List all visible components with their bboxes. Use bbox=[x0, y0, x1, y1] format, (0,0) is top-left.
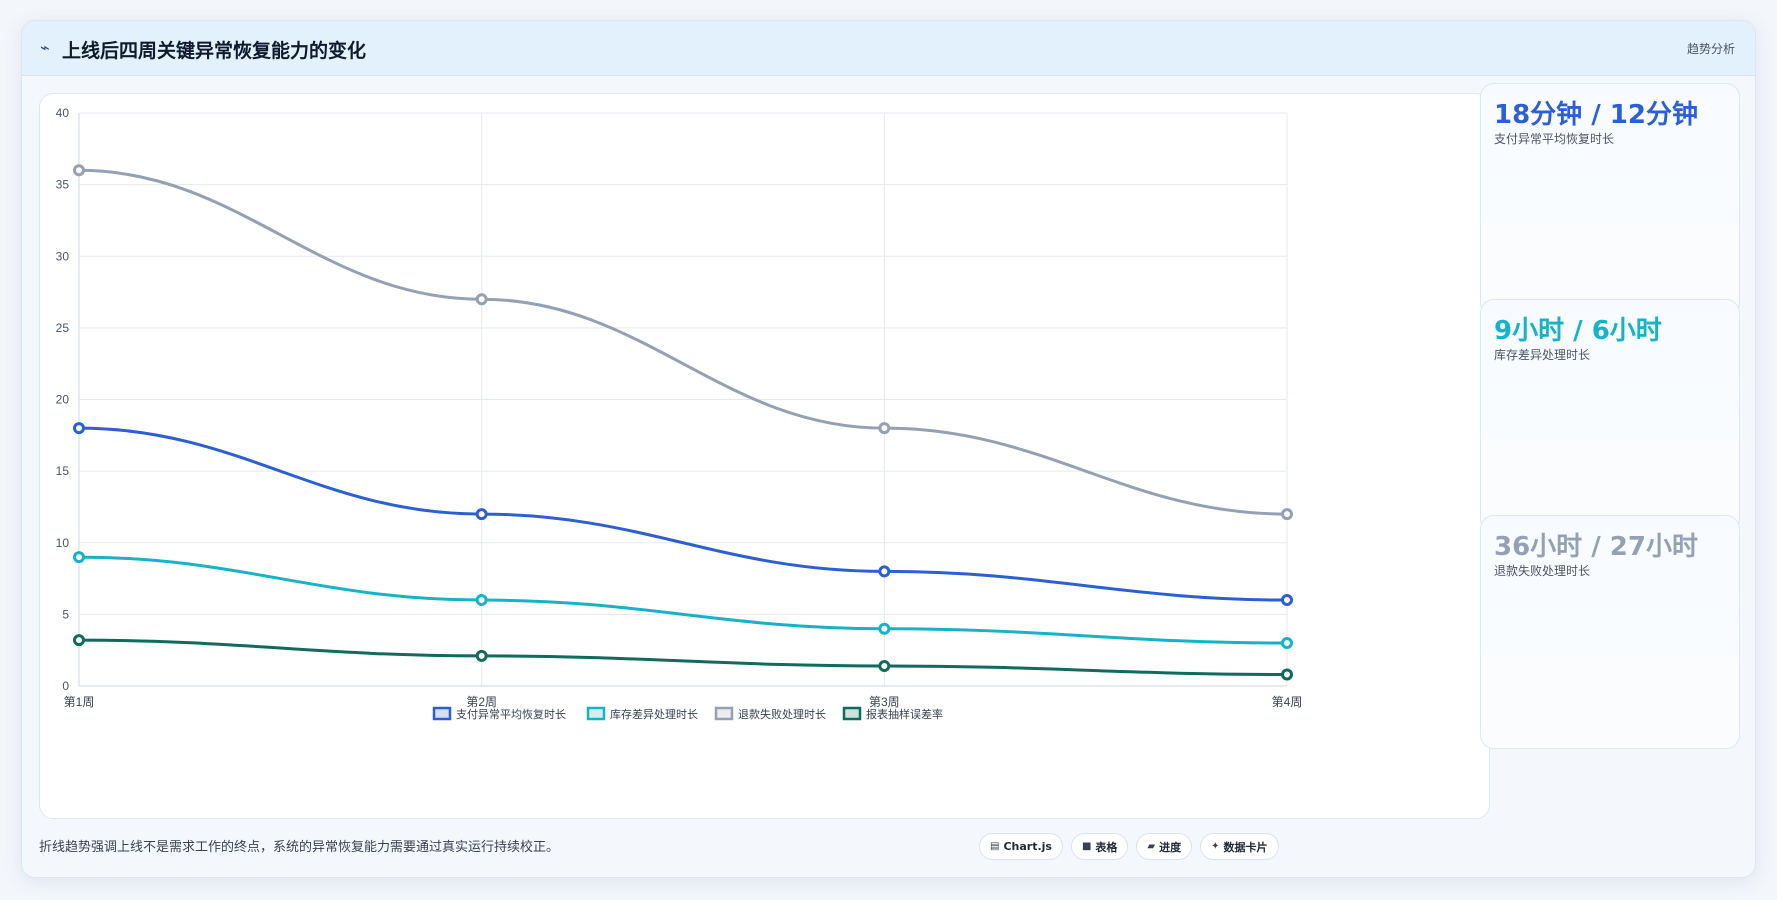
kpi-label: 库存差异处理时长 bbox=[1494, 348, 1591, 362]
chip-data-card[interactable]: ✦ 数据卡片 bbox=[1200, 833, 1279, 860]
kpi-value: 36小时 / 27小时 bbox=[1494, 532, 1698, 562]
y-tick-label: 5 bbox=[62, 607, 69, 621]
progress-icon: ▰ bbox=[1147, 841, 1156, 852]
data-point bbox=[475, 293, 488, 306]
trend-panel: ⌁ 上线后四周关键异常恢复能力的变化 趋势分析 0 5 10 15 20 25 30 35 40… bbox=[21, 20, 1756, 878]
data-point bbox=[878, 622, 891, 635]
chip-label: 数据卡片 bbox=[1223, 840, 1268, 854]
kpi-value: 9小时 / 6小时 bbox=[1494, 316, 1662, 346]
kpi-label: 退款失败处理时长 bbox=[1494, 564, 1591, 578]
x-tick-label: 第3周 bbox=[869, 695, 900, 709]
chip-table[interactable]: ■ 表格 bbox=[1070, 833, 1129, 860]
data-point bbox=[1281, 637, 1293, 650]
data-point bbox=[475, 594, 488, 607]
data-point bbox=[475, 508, 488, 521]
chart-icon: ▤ bbox=[990, 841, 1000, 852]
series-line-2 bbox=[78, 555, 1288, 645]
y-tick-label: 25 bbox=[56, 321, 70, 335]
y-tick-label: 0 bbox=[62, 679, 69, 693]
footer-note: 折线趋势强调上线不是需求工作的终点，系统的异常恢复能力需要通过真实运行持续校正。 bbox=[39, 840, 560, 855]
chip-progress[interactable]: ▰ 进度 bbox=[1136, 833, 1193, 860]
chip-label: Chart.js bbox=[1003, 840, 1052, 853]
series-line-3 bbox=[78, 168, 1288, 516]
y-tick-label: 35 bbox=[56, 178, 70, 192]
kpi-label: 支付异常平均恢复时长 bbox=[1494, 132, 1615, 146]
kpi-card-payment: 18分钟 / 12分钟 支付异常平均恢复时长 bbox=[1480, 83, 1740, 317]
data-point bbox=[73, 551, 85, 564]
kpi-value: 18分钟 / 12分钟 bbox=[1494, 100, 1698, 130]
legend-label: 支付异常平均恢复时长 bbox=[456, 707, 566, 721]
y-tick-label: 15 bbox=[56, 464, 70, 478]
data-point bbox=[475, 649, 488, 662]
panel-tag: 趋势分析 bbox=[1686, 42, 1735, 56]
legend-swatch bbox=[586, 706, 606, 721]
card-icon: ✦ bbox=[1211, 841, 1220, 852]
data-point bbox=[878, 565, 891, 578]
series-line-4 bbox=[78, 638, 1288, 677]
y-tick-label: 40 bbox=[56, 106, 70, 120]
panel-header: ⌁ 上线后四周关键异常恢复能力的变化 趋势分析 bbox=[22, 21, 1755, 76]
data-point bbox=[1281, 594, 1293, 607]
chip-chartjs[interactable]: ▤ Chart.js bbox=[979, 833, 1063, 860]
kpi-card-refund: 36小时 / 27小时 退款失败处理时长 bbox=[1480, 515, 1740, 749]
x-tick-label: 第1周 bbox=[64, 695, 95, 709]
series-line-1 bbox=[78, 426, 1288, 602]
data-point bbox=[1281, 668, 1293, 681]
data-point bbox=[73, 422, 85, 435]
chart-card: 0 5 10 15 20 25 30 35 40 第1周 第2周 第3周 第4周支付异常平均恢复时长 库存… bbox=[39, 93, 1490, 819]
legend-label: 退款失败处理时长 bbox=[738, 707, 826, 721]
y-tick-label: 20 bbox=[56, 393, 70, 407]
y-tick-label: 30 bbox=[56, 249, 70, 263]
chip-label: 进度 bbox=[1159, 840, 1182, 854]
data-point bbox=[73, 164, 85, 177]
legend-label: 库存差异处理时长 bbox=[610, 707, 698, 721]
legend-label: 报表抽样误差率 bbox=[866, 707, 943, 721]
x-tick-label: 第2周 bbox=[466, 695, 497, 709]
tool-chips: ▤ Chart.js ■ 表格 ▰ 进度 ✦ 数据卡片 bbox=[979, 833, 1279, 860]
sparkline-icon: ⌁ bbox=[40, 38, 50, 57]
legend-swatch bbox=[714, 706, 734, 721]
x-tick-label: 第4周 bbox=[1272, 695, 1303, 709]
table-icon: ■ bbox=[1081, 841, 1092, 852]
legend-swatch bbox=[842, 706, 862, 721]
kpi-card-inventory: 9小时 / 6小时 库存差异处理时长 bbox=[1480, 299, 1740, 533]
legend-swatch bbox=[432, 706, 452, 721]
data-point bbox=[878, 422, 891, 435]
y-tick-label: 10 bbox=[56, 536, 70, 550]
data-point bbox=[73, 634, 85, 647]
panel-title: 上线后四周关键异常恢复能力的变化 bbox=[62, 40, 367, 62]
data-point bbox=[1281, 508, 1293, 521]
data-point bbox=[878, 659, 891, 672]
chip-label: 表格 bbox=[1095, 840, 1118, 854]
